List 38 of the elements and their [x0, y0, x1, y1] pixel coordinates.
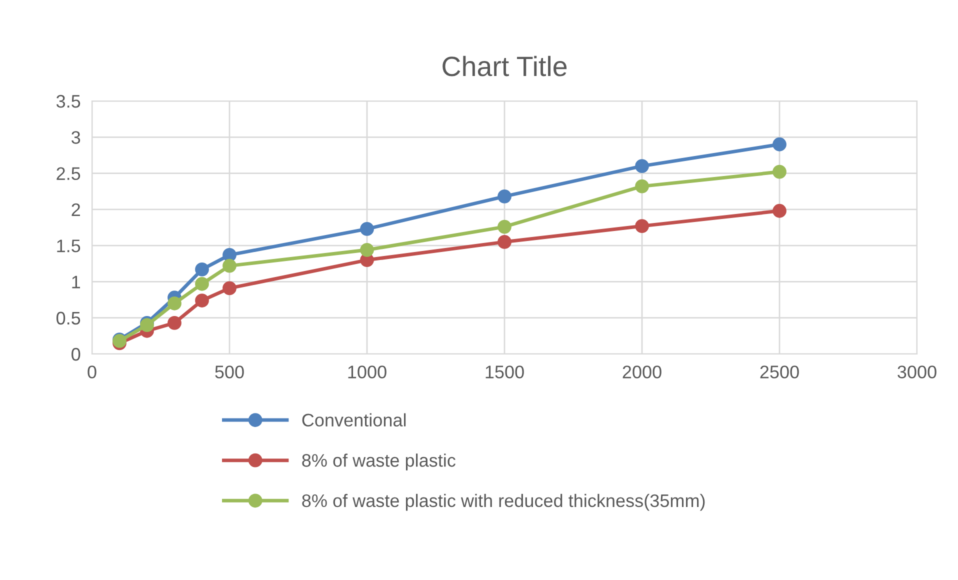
x-tick-label: 0: [88, 366, 96, 378]
y-tick-label: 3: [72, 131, 80, 144]
point: [222, 258, 236, 273]
point: [635, 179, 649, 194]
x-tick-label: 2500: [760, 366, 799, 378]
x-tick-label: 2000: [622, 366, 662, 378]
y-tick-label: 0.5: [56, 312, 80, 325]
point: [772, 204, 786, 218]
point: [222, 281, 236, 296]
point: [168, 316, 182, 330]
y-tick-label: 3.5: [56, 94, 80, 108]
y-tick-label: 2: [72, 203, 80, 216]
legend-label: Conventional: [302, 413, 406, 427]
point: [772, 164, 786, 179]
y-tick-label: 1.5: [57, 240, 80, 252]
point: [498, 189, 512, 204]
point: [140, 318, 154, 332]
point: [498, 220, 512, 234]
chart-title: Chart Title: [442, 56, 567, 76]
point: [360, 242, 374, 257]
y-tick-label: 2.5: [56, 167, 80, 180]
point: [195, 262, 209, 276]
point: [635, 219, 649, 233]
point: [635, 159, 649, 173]
x-tick-label: 3000: [898, 366, 936, 378]
point: [498, 235, 512, 249]
point: [168, 296, 182, 310]
y-tick-label: 1: [72, 276, 80, 288]
point: [772, 137, 786, 152]
x-tick-label: 500: [215, 366, 244, 378]
legend-label: 8% of waste plastic: [302, 454, 456, 470]
y-tick-label: 0: [72, 348, 80, 361]
legend-label: 8% of waste plastic with reduced thickness(35mm): [302, 494, 705, 511]
point: [195, 294, 209, 308]
x-tick-label: 1000: [348, 366, 386, 378]
x-tick-label: 1500: [486, 366, 524, 378]
point: [360, 222, 374, 236]
point: [195, 276, 209, 291]
